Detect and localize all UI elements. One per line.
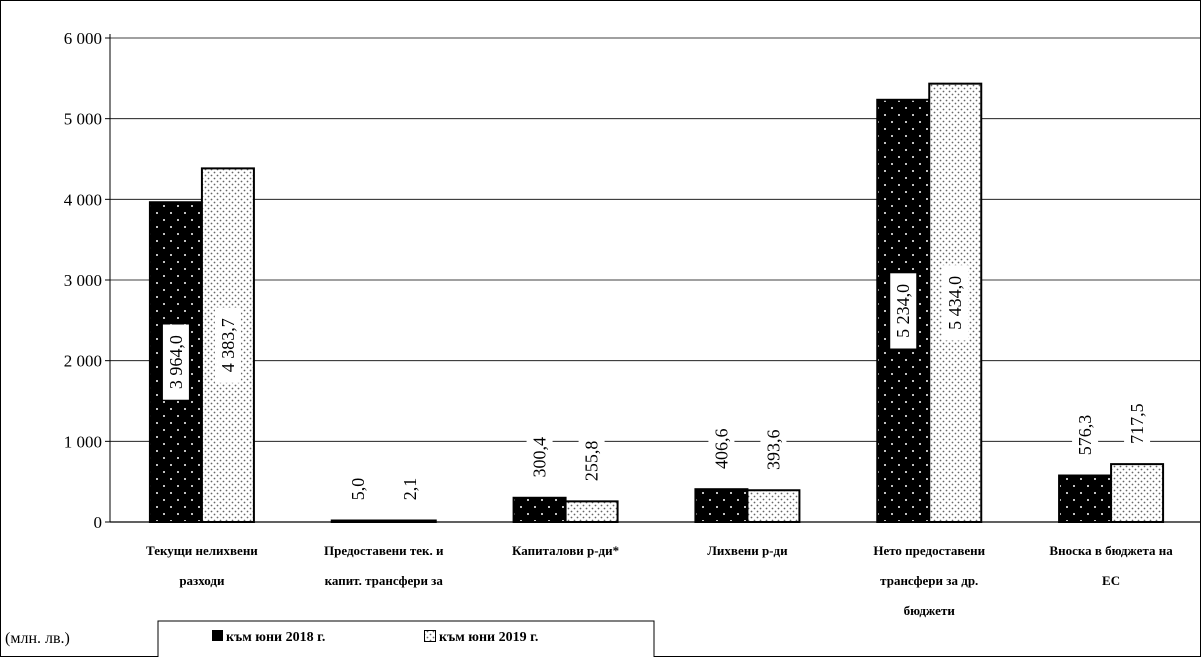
y-tick-label: 6 000 [64,29,102,48]
data-label-background [1124,395,1151,452]
legend-swatch-2019 [424,630,436,642]
data-label-background [214,307,241,383]
x-category-label: ЕС [1102,573,1120,588]
data-label: 5,0 [348,478,368,501]
y-tick-label: 0 [94,513,103,532]
x-category-label: трансфери за др. [880,573,978,588]
y-tick-label: 5 000 [64,110,102,129]
data-label-background [162,324,189,400]
bar-2018 [694,488,749,523]
data-label: 4 383,7 [218,318,238,372]
data-label-background [760,421,787,478]
data-label: 5 434,0 [945,276,965,330]
data-label-background [526,429,553,486]
data-label-background [890,273,917,349]
y-tick-label: 1 000 [64,432,102,451]
data-label: 255,8 [582,441,602,482]
x-category-label: Нето предоставени [873,543,985,558]
bar-2019 [200,167,255,523]
data-label: 300,4 [530,437,550,478]
y-tick-label: 2 000 [64,352,102,371]
x-category-label: Предоставени тек. и [324,543,444,558]
x-category-label: разходи [179,573,225,588]
bar-2018 [330,519,385,523]
data-label-background [344,470,371,508]
data-label-background [396,470,423,508]
x-category-label: капит. трансфери за [325,573,444,588]
bar-2019 [1110,463,1165,524]
unit-label: (млн. лв.) [5,630,70,647]
data-label-background [942,265,969,341]
data-label: 3 964,0 [166,335,186,389]
x-category-label: Капиталови р-ди* [512,543,619,558]
x-category-label: Лихвени р-ди [707,543,788,558]
data-label: 393,6 [763,429,783,470]
data-label: 2,1 [400,478,420,501]
data-label: 576,3 [1075,415,1095,456]
bar-2019 [746,489,801,524]
bar-2019 [564,500,619,524]
y-tick-label: 3 000 [64,271,102,290]
bar-2018 [1058,474,1113,524]
y-tick-label: 4 000 [64,190,102,209]
x-category-label: бюджети [904,603,956,618]
bar-2018 [512,496,567,523]
data-label-background [708,420,735,477]
data-label: 406,6 [711,428,731,469]
data-label: 717,5 [1127,403,1147,444]
legend-swatch-2018 [212,630,223,641]
data-label-background [578,432,605,489]
x-category-label: Текущи нелихвени [146,543,258,558]
data-label-background [1072,407,1099,464]
x-category-label: Вноска в бюджета на [1049,543,1173,558]
legend-label-2019: към юни 2019 г. [439,630,538,645]
legend-box [157,620,655,662]
data-label: 5 234,0 [893,284,913,338]
bar-2019 [382,519,437,523]
legend-label-2018: към юни 2018 г. [226,630,325,645]
